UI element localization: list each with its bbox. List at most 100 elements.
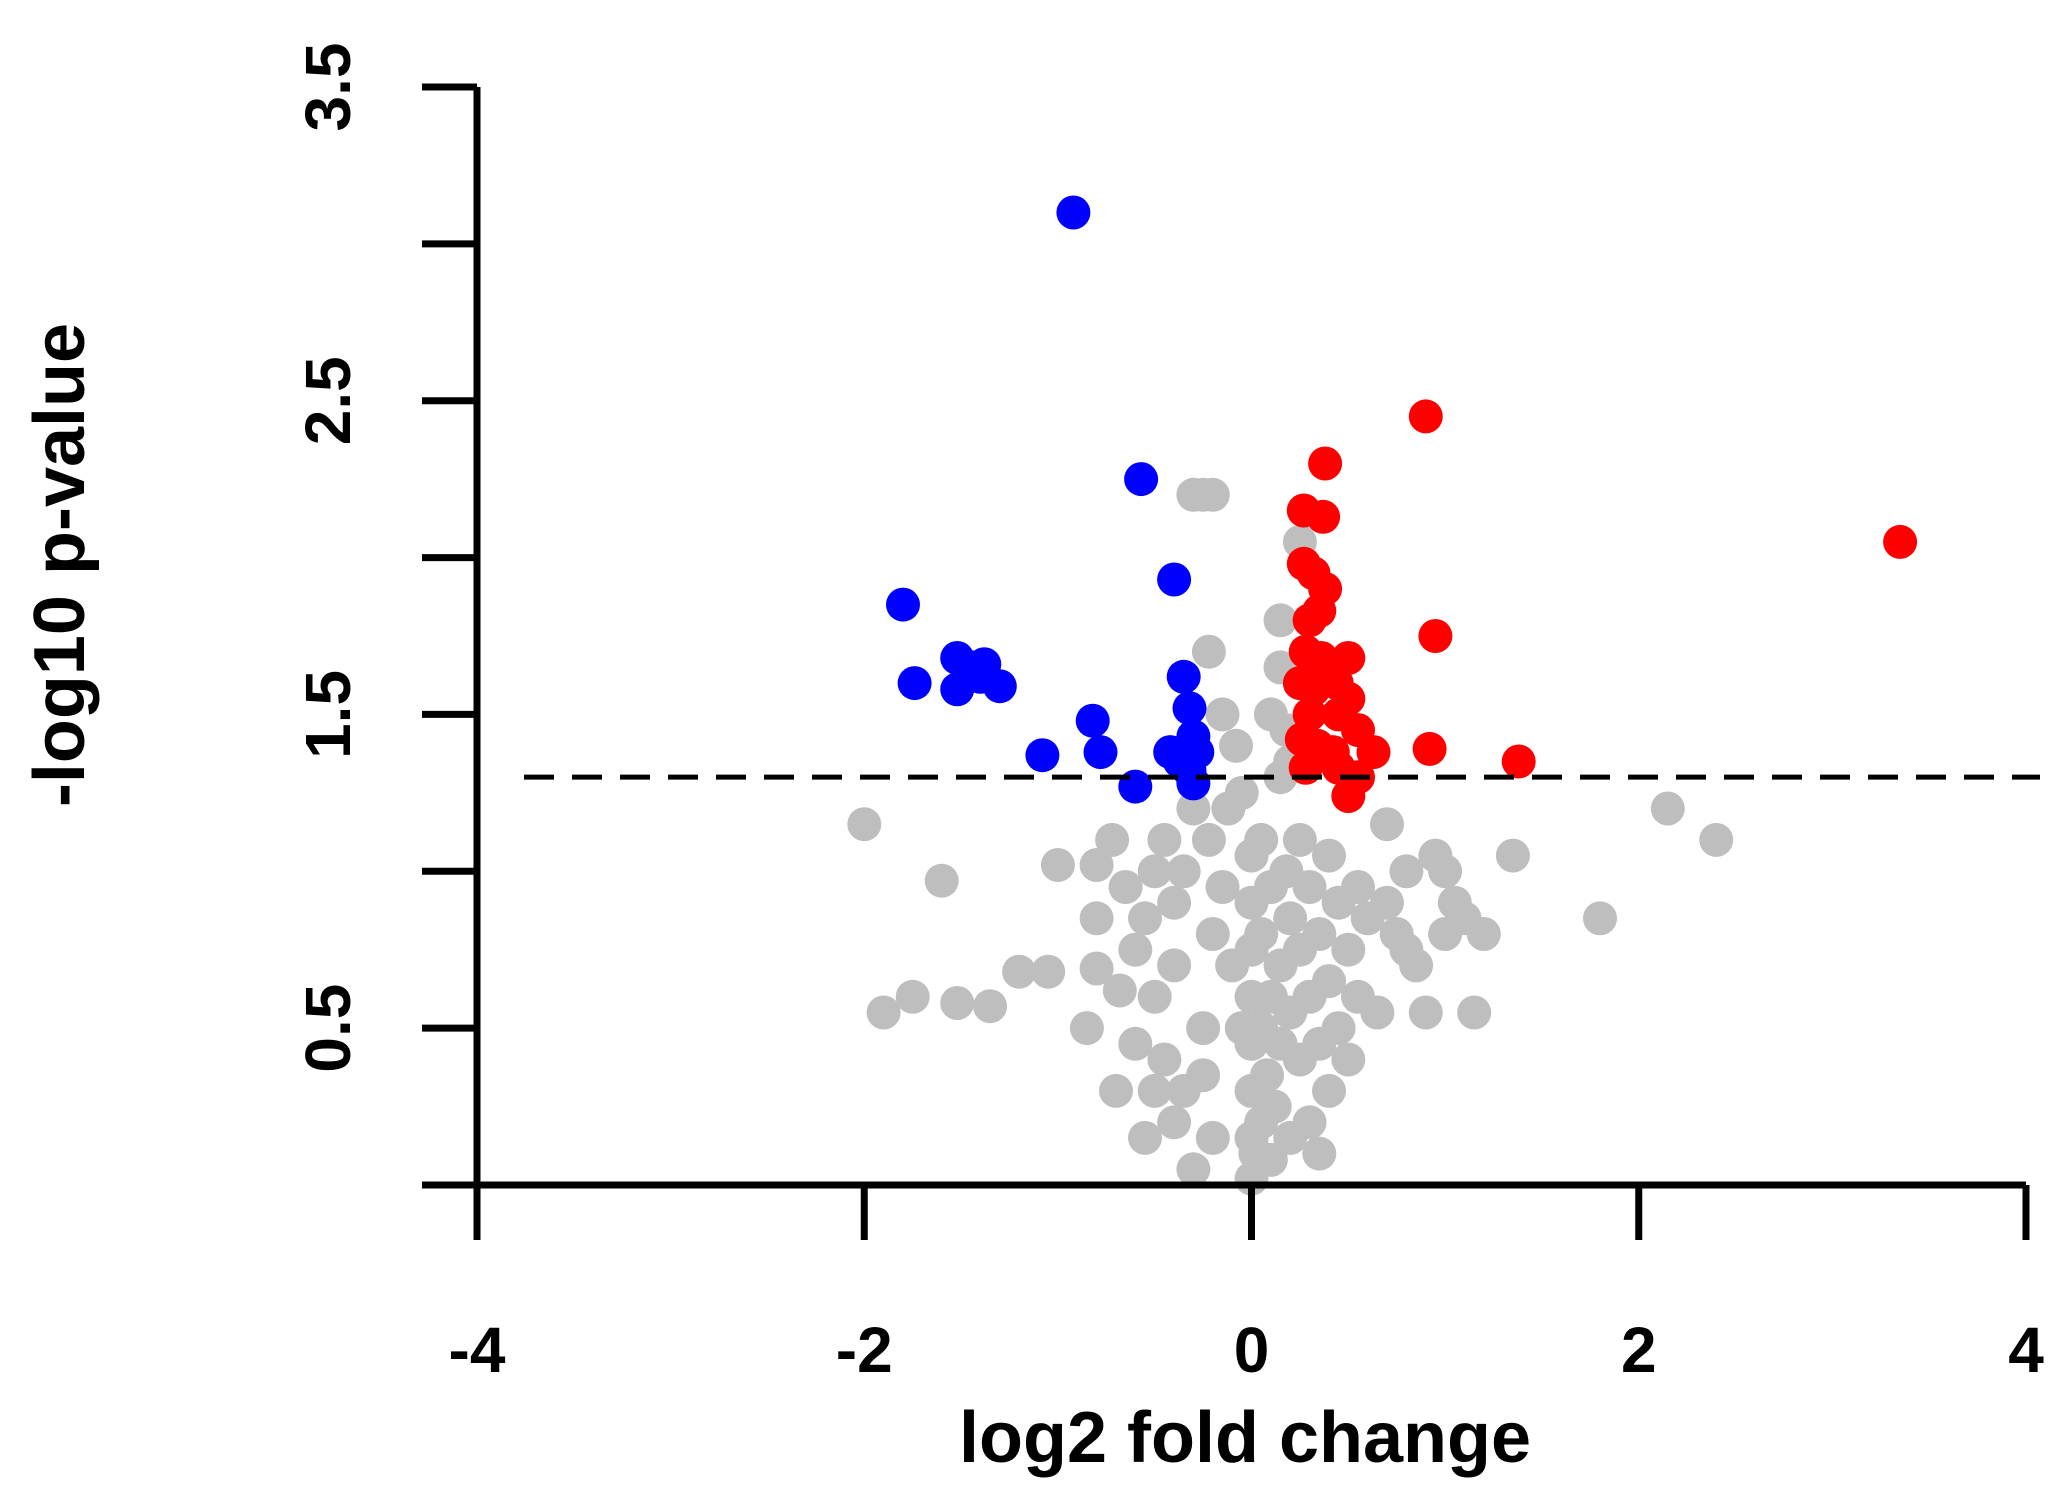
point-ns — [1466, 917, 1501, 951]
point-ns — [1428, 854, 1463, 889]
point-up — [1883, 524, 1918, 559]
point-ns — [1102, 973, 1137, 1008]
point-up — [1304, 641, 1339, 675]
point-down — [1157, 562, 1192, 597]
point-ns — [1157, 1105, 1192, 1140]
point-ns — [1128, 901, 1162, 936]
y-tick-label: 0.5 — [292, 984, 364, 1073]
point-ns — [1331, 1042, 1366, 1077]
point-up — [1331, 779, 1366, 813]
point-ns — [1040, 848, 1075, 882]
y-tick-label: 3.5 — [292, 43, 364, 132]
point-ns — [895, 979, 930, 1014]
point-down — [1172, 691, 1207, 726]
point-ns — [1079, 951, 1114, 986]
point-up — [1306, 499, 1341, 534]
point-ns — [940, 986, 975, 1020]
point-ns — [1195, 1120, 1230, 1155]
point-ns — [847, 807, 882, 842]
point-ns — [1186, 1011, 1221, 1046]
point-ns — [1095, 822, 1130, 857]
point-ns — [1292, 870, 1327, 904]
x-tick-label: 0 — [1234, 1314, 1270, 1386]
point-ns — [1282, 822, 1317, 857]
point-ns — [924, 863, 959, 898]
point-ns — [1079, 848, 1114, 882]
point-ns — [1147, 1042, 1182, 1077]
point-ns — [1360, 995, 1395, 1030]
point-up — [1408, 399, 1443, 434]
point-ns — [1002, 954, 1037, 989]
x-tick-label: 4 — [2008, 1314, 2044, 1386]
point-up — [1356, 735, 1391, 770]
point-ns — [1321, 1011, 1356, 1046]
point-ns — [1312, 1073, 1346, 1108]
point-ns — [1118, 1026, 1153, 1061]
point-ns — [1302, 1136, 1337, 1171]
point-ns — [1302, 917, 1337, 951]
point-ns — [1495, 838, 1530, 873]
point-ns — [1137, 1073, 1172, 1108]
point-up — [1292, 603, 1327, 638]
point-ns — [1583, 901, 1617, 936]
y-tick-label: 2.5 — [292, 356, 364, 445]
y-tick-label: 1.5 — [292, 670, 364, 759]
point-up — [1418, 619, 1453, 653]
point-down — [1166, 659, 1201, 694]
point-ns — [1147, 822, 1182, 857]
x-axis-ticks: -4 -2 0 2 4 — [449, 1185, 2044, 1386]
series-ns — [847, 477, 1734, 1196]
point-ns — [1176, 1152, 1211, 1187]
point-ns — [1224, 775, 1259, 810]
point-ns — [1219, 728, 1253, 763]
point-ns — [1099, 1073, 1133, 1108]
point-ns — [1389, 854, 1424, 889]
point-ns — [1250, 1058, 1284, 1093]
point-ns — [1031, 954, 1066, 989]
point-ns — [1205, 697, 1240, 732]
point-ns — [1253, 697, 1288, 732]
point-ns — [1191, 634, 1226, 669]
point-down — [1056, 195, 1091, 230]
point-ns — [1118, 932, 1153, 967]
point-down — [1025, 738, 1060, 773]
point-ns — [1157, 948, 1192, 983]
point-ns — [973, 989, 1008, 1024]
point-down — [1180, 735, 1215, 770]
point-ns — [1263, 603, 1298, 638]
point-ns — [1195, 477, 1230, 512]
y-axis-title: -log10 p-value — [20, 323, 100, 807]
point-down — [886, 587, 920, 622]
point-ns — [1312, 964, 1346, 999]
x-tick-label: 2 — [1621, 1314, 1657, 1386]
point-ns — [1370, 807, 1404, 842]
point-ns — [1253, 1142, 1288, 1177]
point-ns — [1292, 1105, 1327, 1140]
point-ns — [1191, 822, 1226, 857]
x-axis-title: log2 fold change — [959, 1398, 1531, 1478]
point-ns — [1128, 1120, 1162, 1155]
point-up — [1308, 446, 1343, 481]
point-ns — [1399, 948, 1434, 983]
point-ns — [1137, 979, 1172, 1014]
point-up — [1288, 750, 1323, 785]
point-ns — [1069, 1011, 1104, 1046]
point-up — [1501, 744, 1536, 779]
point-up — [1412, 731, 1447, 766]
point-ns — [1650, 791, 1685, 826]
point-ns — [1331, 932, 1366, 967]
point-ns — [1244, 822, 1279, 857]
point-ns — [1341, 870, 1375, 904]
point-ns — [1186, 1058, 1221, 1093]
x-tick-label: -4 — [449, 1314, 506, 1386]
point-ns — [1273, 901, 1308, 936]
point-ns — [1137, 854, 1172, 889]
point-ns — [1176, 791, 1211, 826]
point-ns — [1157, 885, 1192, 920]
point-ns — [1699, 822, 1734, 857]
point-ns — [1166, 854, 1201, 889]
point-ns — [1408, 995, 1443, 1030]
point-ns — [1079, 901, 1114, 936]
point-ns — [1370, 885, 1404, 920]
